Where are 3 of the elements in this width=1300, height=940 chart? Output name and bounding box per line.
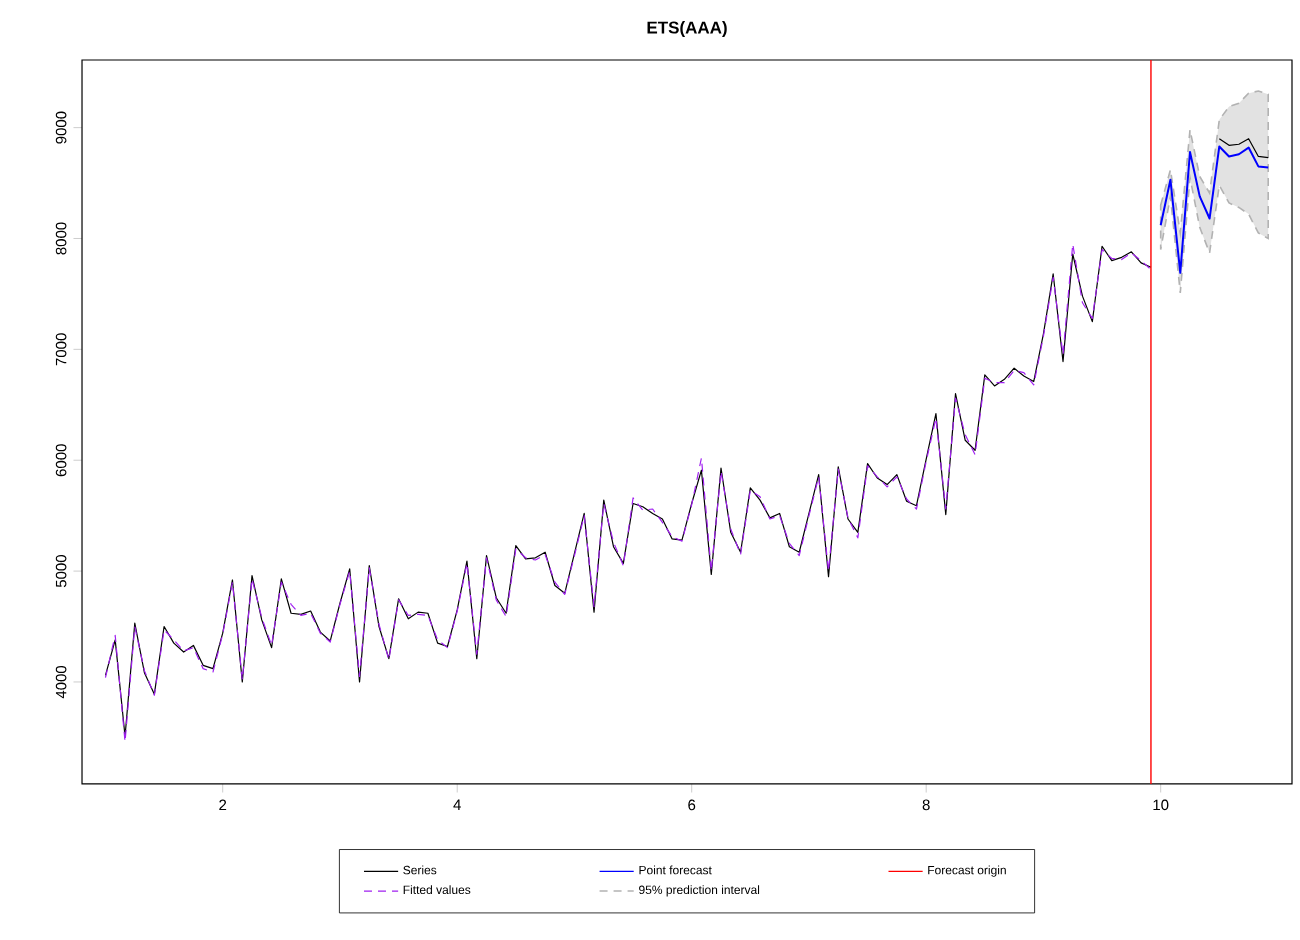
line-series xyxy=(104,243,1152,743)
chart-title: ETS(AAA) xyxy=(647,21,727,37)
line-series xyxy=(1159,145,1270,274)
